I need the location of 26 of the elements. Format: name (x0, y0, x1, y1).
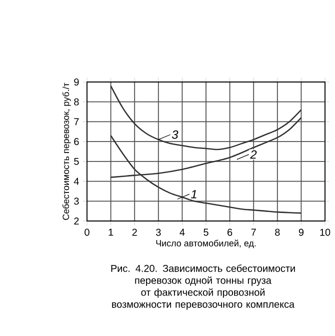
y-tick-label: 7 (74, 118, 79, 126)
x-tick-label: 10 (320, 228, 330, 236)
y-tick-label: 6 (74, 138, 79, 146)
x-tick-label: 4 (180, 228, 185, 236)
x-tick-label: 6 (228, 228, 232, 236)
x-tick-label: 2 (132, 228, 137, 236)
x-tick-label: 5 (204, 228, 208, 236)
annotation: 3 (172, 130, 178, 139)
annotation: 1 (191, 190, 196, 198)
text: Рис. 4.20. Зависимость себестоимости перевозок одной тонны груза от фактической провозной возможности перевозочного комплекса (111, 264, 295, 310)
y-tick-label: 9 (74, 78, 79, 86)
x-tick-label: 8 (275, 228, 280, 236)
y-axis-title: Себестоимость перевозок, руб./т (62, 82, 71, 220)
x-tick-label: 1 (108, 228, 114, 236)
x-axis-title: Число автомобилей, ед. (156, 240, 256, 248)
line-series (110, 85, 302, 150)
annotation: 2 (250, 150, 257, 159)
y-tick-label: 3 (74, 198, 79, 205)
y-tick-label: 4 (74, 178, 79, 185)
y-tick-label: 5 (74, 158, 79, 165)
x-tick-label: 0 (84, 228, 90, 236)
y-tick-label: 2 (74, 218, 79, 224)
x-tick-label: 7 (251, 228, 256, 236)
y-tick-label: 8 (74, 98, 79, 106)
x-tick-label: 9 (298, 228, 304, 236)
x-tick-label: 3 (156, 228, 161, 236)
